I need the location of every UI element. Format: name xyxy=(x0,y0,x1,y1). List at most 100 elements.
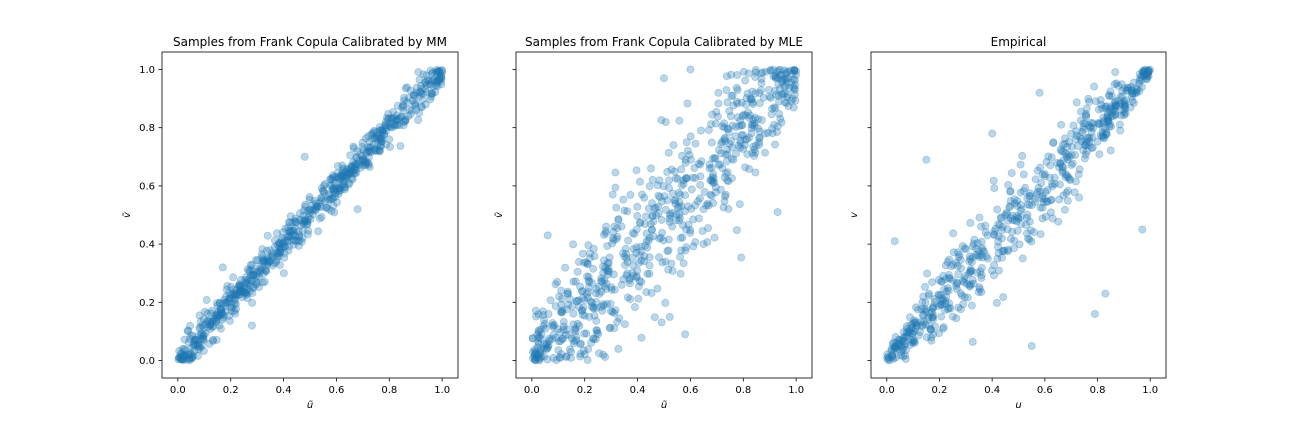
scatter-point xyxy=(1038,203,1047,212)
scatter-point xyxy=(179,353,188,362)
scatter-point xyxy=(311,206,320,215)
scatter-point xyxy=(891,332,900,341)
scatter-point xyxy=(576,282,585,291)
scatter-point xyxy=(602,279,611,288)
scatter-point xyxy=(749,142,758,151)
scatter-point xyxy=(1053,158,1062,167)
scatter-point xyxy=(205,317,214,326)
scatter-point xyxy=(906,325,915,334)
scatter-point xyxy=(935,291,944,300)
scatter-point xyxy=(183,327,192,336)
scatter-point xyxy=(973,268,982,277)
scatter-point xyxy=(773,127,782,136)
scatter-point xyxy=(432,65,441,74)
scatter-point xyxy=(967,267,976,276)
scatter-point xyxy=(350,162,359,171)
scatter-point xyxy=(341,168,350,177)
scatter-point xyxy=(904,328,913,337)
scatter-point xyxy=(790,75,799,84)
scatter-point xyxy=(384,114,393,123)
scatter-point xyxy=(580,311,589,320)
scatter-point xyxy=(589,304,598,313)
scatter-point xyxy=(1043,185,1052,194)
scatter-point xyxy=(187,343,196,352)
scatter-point xyxy=(1003,225,1012,234)
scatter-point xyxy=(317,193,326,202)
scatter-point xyxy=(751,89,760,98)
scatter-point xyxy=(260,277,269,286)
scatter-point xyxy=(974,288,983,297)
scatter-point xyxy=(1089,119,1098,128)
scatter-point xyxy=(927,333,936,342)
scatter-point xyxy=(346,169,355,178)
scatter-point xyxy=(1045,173,1054,182)
scatter-point xyxy=(742,94,751,103)
scatter-point xyxy=(904,327,913,336)
scatter-point xyxy=(222,285,231,294)
scatter-point xyxy=(240,276,249,285)
x-tick-label: 1.0 xyxy=(434,385,450,396)
scatter-point xyxy=(393,120,402,129)
scatter-point xyxy=(558,334,567,343)
x-tick-label: 0.8 xyxy=(735,385,751,396)
scatter-point xyxy=(769,72,778,81)
scatter-point xyxy=(333,169,342,178)
scatter-point xyxy=(703,238,712,247)
scatter-point xyxy=(420,85,429,94)
scatter-point xyxy=(236,287,245,296)
scatter-point xyxy=(710,178,719,187)
scatter-point xyxy=(221,302,230,311)
scatter-point xyxy=(436,70,445,79)
scatter-point xyxy=(696,180,705,189)
scatter-point xyxy=(990,271,999,280)
scatter-point xyxy=(937,312,946,321)
scatter-point xyxy=(543,355,552,364)
scatter-point xyxy=(1016,160,1025,169)
scatter-point xyxy=(177,355,186,364)
scatter-point xyxy=(381,120,390,129)
scatter-point xyxy=(278,242,287,251)
scatter-point xyxy=(1019,187,1028,196)
scatter-point xyxy=(923,269,932,278)
scatter-point xyxy=(377,137,386,146)
scatter-point xyxy=(366,148,375,157)
scatter-point xyxy=(528,334,537,343)
scatter-point xyxy=(1047,195,1056,204)
scatter-point xyxy=(740,141,749,150)
scatter-point xyxy=(960,278,969,287)
scatter-point xyxy=(385,135,394,144)
scatter-point xyxy=(434,75,443,84)
scatter-point xyxy=(373,134,382,143)
scatter-point xyxy=(380,121,389,130)
scatter-point xyxy=(592,297,601,306)
scatter-point xyxy=(344,165,353,174)
scatter-point xyxy=(912,303,921,312)
scatter-point xyxy=(375,123,384,132)
scatter-point xyxy=(591,335,600,344)
scatter-point xyxy=(203,317,212,326)
scatter-point xyxy=(733,113,742,122)
scatter-point xyxy=(350,169,359,178)
scatter-point xyxy=(1143,72,1152,81)
scatter-point xyxy=(995,266,1004,275)
scatter-point xyxy=(1036,163,1045,172)
scatter-point xyxy=(411,101,420,110)
scatter-point xyxy=(634,294,643,303)
scatter-point xyxy=(900,337,909,346)
scatter-point xyxy=(748,148,757,157)
scatter-point xyxy=(564,300,573,309)
scatter-point xyxy=(346,166,355,175)
scatter-point xyxy=(382,123,391,132)
scatter-point xyxy=(681,330,690,339)
scatter-point xyxy=(714,99,723,108)
scatter-point xyxy=(735,200,744,209)
scatter-point xyxy=(1111,97,1120,106)
scatter-point xyxy=(399,101,408,110)
scatter-point xyxy=(1038,170,1047,179)
scatter-point xyxy=(602,284,611,293)
scatter-point xyxy=(1022,220,1031,229)
scatter-point xyxy=(893,345,902,354)
scatter-point xyxy=(1085,137,1094,146)
scatter-point xyxy=(1141,70,1150,79)
scatter-point xyxy=(238,293,247,302)
